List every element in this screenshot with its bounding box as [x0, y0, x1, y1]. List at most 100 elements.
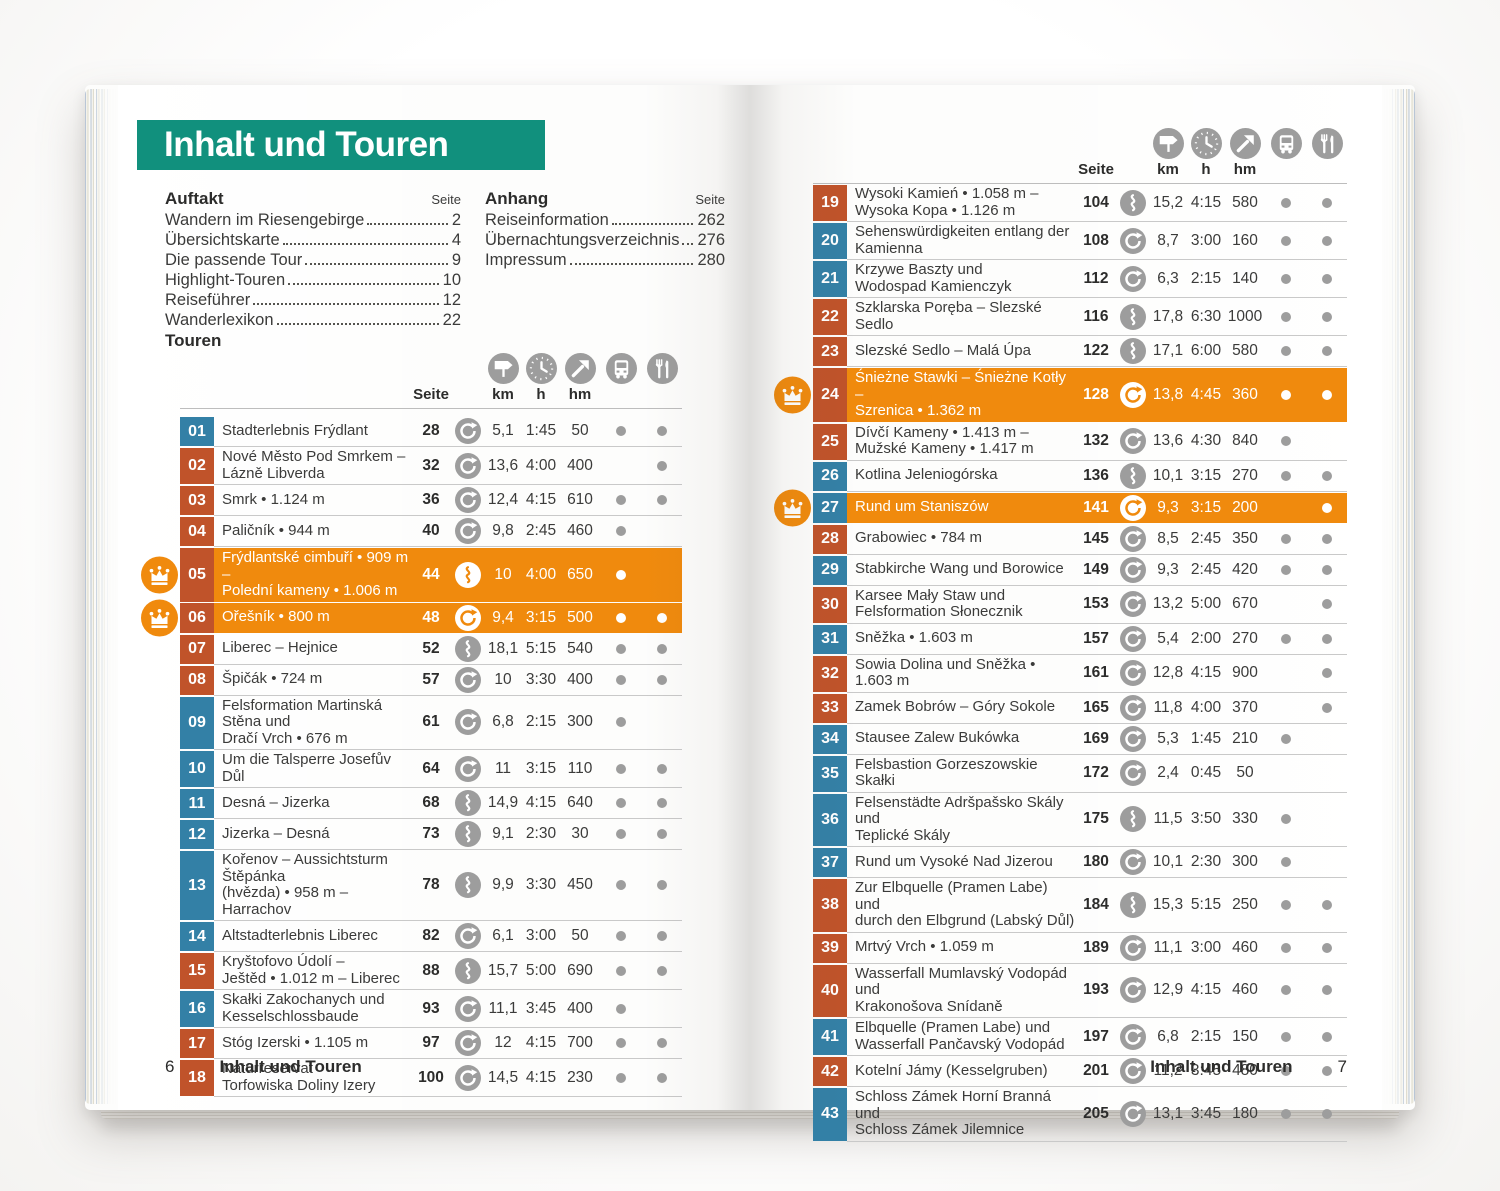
route-loop-icon: [455, 756, 481, 782]
bus-dot: [1281, 389, 1291, 400]
toc-entry-page: 2: [451, 211, 461, 229]
tour-elevation-gain: 460: [1232, 981, 1258, 999]
tour-number-badge: 35: [813, 755, 847, 792]
toc-entry-label: Reiseführer: [165, 291, 251, 309]
tour-elevation-gain: 140: [1232, 269, 1258, 287]
tour-title: Karsee Mały Staw und Felsformation Słone…: [855, 586, 1023, 620]
tour-row: 42 Kotelní Jámy (Kesselgruben) 201 11,2 …: [813, 1056, 1347, 1087]
bus-dot: [616, 931, 626, 941]
restaurant-dot: [1322, 1031, 1332, 1042]
tour-hours: 6:30: [1190, 307, 1222, 325]
tour-hours: 2:00: [1190, 629, 1222, 647]
bus-dot: [616, 643, 626, 654]
tour-number-badge: 26: [813, 461, 847, 491]
tour-elevation-gain: 460: [1232, 938, 1258, 956]
signpost-icon: [1153, 128, 1184, 159]
tour-km: 13,2: [1152, 595, 1184, 612]
tour-row: 39 Mrtvý Vrch • 1.059 m 189 11,1 3:00 46…: [813, 933, 1347, 964]
tour-number-badge: 16: [180, 991, 214, 1027]
tour-row: 16 Skałki Zakochanych und Kesselschlossb…: [180, 990, 682, 1028]
restaurant-dot: [657, 426, 667, 436]
tour-page: 205: [1083, 1104, 1109, 1122]
tour-row: 35 Felsbastion Gorzeszowskie Skałki 172 …: [813, 755, 1347, 793]
tour-elevation-gain: 50: [571, 927, 589, 944]
restaurant-dot: [657, 763, 667, 774]
tour-title: Felsformation Martinská Stěna und Dračí …: [222, 696, 383, 747]
tour-page: 44: [422, 565, 440, 583]
bus-dot: [1281, 346, 1291, 356]
seite-column-label: Seite: [1078, 161, 1114, 178]
tour-elevation-gain: 900: [1232, 664, 1258, 681]
tour-elevation-gain: 400: [567, 670, 593, 688]
tour-hours: 3:45: [1190, 1062, 1222, 1079]
route-loop-icon: [1120, 557, 1146, 583]
tour-elevation-gain: 840: [1232, 432, 1258, 449]
tour-row: 38 Zur Elbquelle (Pramen Labe) und durch…: [813, 878, 1347, 933]
tour-title: Desná – Jizerka: [222, 793, 330, 811]
restaurant-dot: [1322, 564, 1332, 575]
crown-highlight-icon: [774, 489, 811, 526]
tour-km: 9,8: [492, 522, 514, 539]
crown-highlight-icon: [774, 376, 811, 413]
route-loop-icon: [455, 1030, 481, 1056]
tour-number-badge: 27: [813, 492, 847, 523]
tour-row: 12 Jizerka – Desná 73 9,1 2:30 30: [180, 819, 682, 850]
tour-row: 06 Ořešník • 800 m 48 9,4 3:15 500: [180, 603, 682, 633]
tour-km: 12,4: [487, 491, 519, 508]
bus-dot: [1281, 633, 1291, 644]
tour-title: Felsbastion Gorzeszowskie Skałki: [855, 755, 1038, 789]
tour-hours: 4:15: [525, 1034, 557, 1051]
tour-elevation-gain: 480: [1232, 1062, 1258, 1079]
restaurant-dot: [1322, 235, 1332, 246]
tour-elevation-gain: 580: [1232, 342, 1258, 359]
tour-title: Sněžka • 1.603 m: [855, 629, 973, 647]
crown-highlight-icon: [141, 599, 178, 636]
toc-entry-label: Übersichtskarte: [165, 231, 280, 249]
restaurant-dot: [1322, 470, 1332, 481]
route-loop-icon: [1120, 266, 1146, 292]
tour-page: 169: [1083, 729, 1109, 747]
restaurant-dot: [1322, 899, 1332, 910]
toc-entry: Impressum 280: [485, 250, 725, 270]
bus-dot: [616, 880, 626, 890]
tour-km: 6,1: [492, 927, 514, 944]
tour-elevation-gain: 400: [567, 456, 593, 474]
tour-km: 11,1: [1153, 938, 1183, 956]
tour-elevation-gain: 580: [1232, 193, 1258, 211]
tour-km: 11,5: [1153, 810, 1183, 828]
route-linear-icon: [1120, 806, 1146, 832]
tour-km: 13,6: [1152, 432, 1184, 449]
toc-entry-page: 22: [442, 311, 461, 329]
tour-row: 21 Krzywe Baszty und Wodospad Kamienczyk…: [813, 260, 1347, 298]
tour-page: 122: [1083, 342, 1109, 359]
route-loop-icon: [1120, 428, 1146, 454]
tour-row: 30 Karsee Mały Staw und Felsformation Sł…: [813, 586, 1347, 624]
toc-entry-page: 4: [451, 231, 461, 249]
tour-row: 11 Desná – Jizerka 68 14,9 4:15 640: [180, 788, 682, 819]
tour-page: 48: [422, 608, 440, 626]
tour-number-badge: 24: [813, 368, 847, 422]
tour-hours: 2:15: [1190, 269, 1222, 287]
route-loop-icon: [455, 667, 481, 693]
tour-title: Stausee Zalew Bukówka: [855, 729, 1020, 747]
tour-hours: 3:30: [525, 670, 557, 688]
bus-dot: [1281, 899, 1291, 910]
route-linear-icon: [455, 562, 481, 588]
tour-hours: 5:00: [525, 961, 557, 979]
bus-dot: [1281, 311, 1291, 322]
tour-title: Mrtvý Vrch • 1.059 m: [855, 938, 994, 956]
dot-leader: [305, 263, 448, 265]
tour-row: 32 Sowia Dolina und Sněžka • 1.603 m 161…: [813, 655, 1347, 693]
tour-title: Slezské Sedlo – Malá Úpa: [855, 341, 1031, 359]
tour-km: 15,3: [1152, 895, 1184, 913]
route-loop-icon: [455, 518, 481, 544]
tour-elevation-gain: 300: [567, 713, 593, 731]
tour-elevation-gain: 540: [567, 639, 593, 657]
tour-title: Zur Elbquelle (Pramen Labe) und durch de…: [855, 879, 1075, 929]
bus-dot: [616, 717, 626, 728]
tour-page: 32: [422, 456, 440, 474]
tour-page: 64: [422, 759, 440, 777]
tour-km: 17,8: [1152, 307, 1184, 325]
page-title-banner: Inhalt und Touren: [137, 120, 545, 170]
tour-title: Śnieżne Stawki – Śnieżne Kotły – Szrenic…: [855, 369, 1066, 419]
